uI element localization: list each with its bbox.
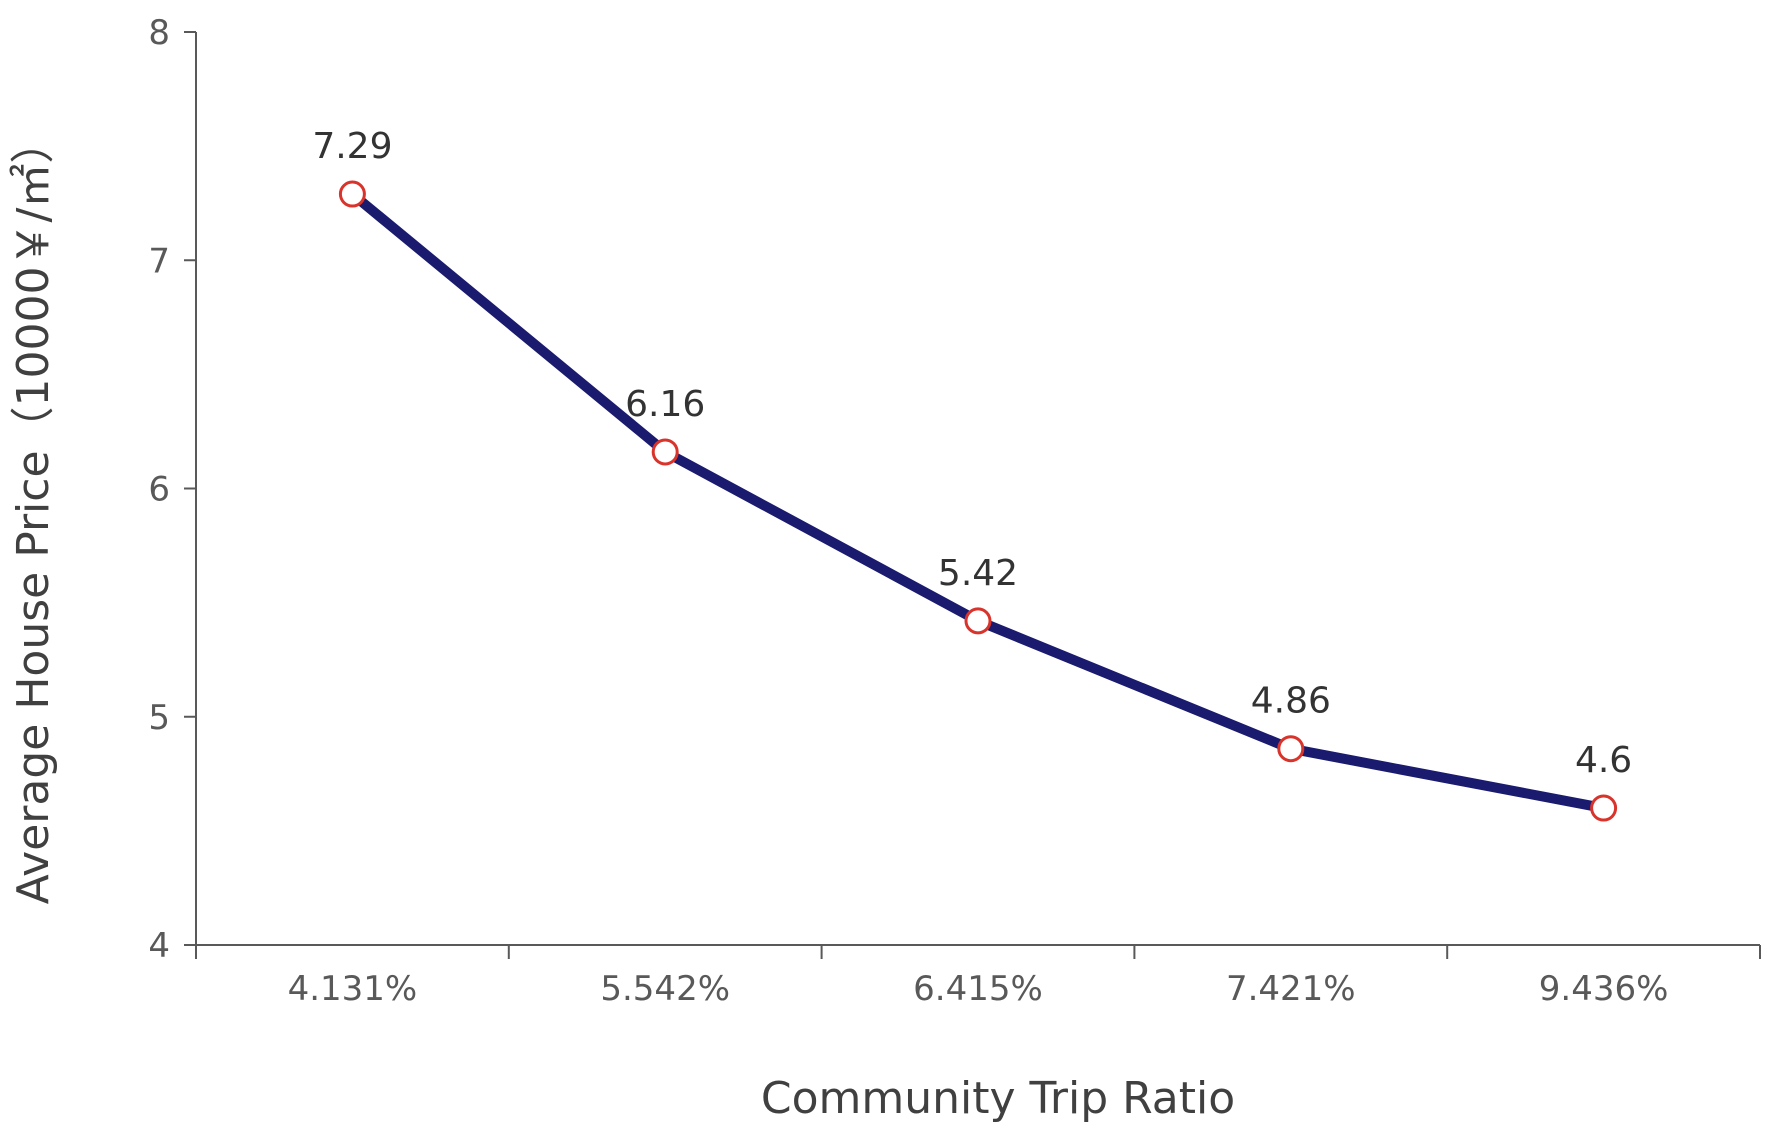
x-tick-label: 7.421% (1226, 969, 1356, 1009)
series-line (347, 189, 1609, 814)
x-axis: 4.131% 5.542% 6.415% 7.421% 9.436% (195, 944, 1761, 1009)
y-tick-label: 4 (148, 926, 170, 966)
data-point-marker (338, 180, 366, 208)
data-point-marker (1277, 735, 1305, 763)
y-axis-title: Average House Price（10000￥/㎡） (8, 120, 59, 905)
data-labels: 7.29 6.16 5.42 4.86 4.6 (312, 126, 1632, 781)
x-axis-title: Community Trip Ratio (761, 1073, 1235, 1124)
data-label: 4.86 (1251, 681, 1331, 722)
x-tick-label: 5.542% (600, 969, 730, 1009)
data-label: 4.6 (1575, 740, 1632, 781)
y-tick-label: 5 (148, 698, 170, 738)
data-label: 7.29 (312, 126, 392, 167)
x-tick-label: 9.436% (1539, 969, 1669, 1009)
data-label: 5.42 (938, 553, 1018, 594)
data-label: 6.16 (625, 384, 705, 425)
y-axis: 4 5 6 7 8 (148, 13, 197, 966)
data-point-marker (651, 438, 679, 466)
data-point-marker (1590, 794, 1618, 822)
data-point-marker (964, 607, 992, 635)
y-tick-label: 7 (148, 241, 170, 281)
x-tick-label: 6.415% (913, 969, 1043, 1009)
data-markers (338, 180, 1618, 822)
y-tick-label: 6 (148, 470, 170, 510)
x-tick-label: 4.131% (288, 969, 418, 1009)
series-line-group (347, 189, 1609, 814)
y-tick-label: 8 (148, 13, 170, 53)
